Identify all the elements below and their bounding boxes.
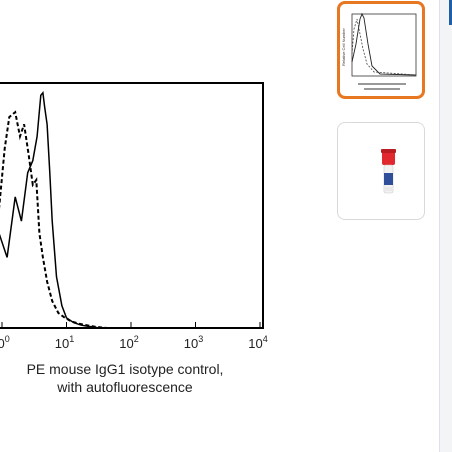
product-vial-image [381,149,396,194]
x-tick-label: 101 [55,334,74,351]
x-tick-label: 103 [184,334,203,351]
thumbnail-scrollbar[interactable] [425,0,439,452]
x-tick-label: 100 [0,334,10,351]
thumbnail-product-vial[interactable] [337,122,425,220]
page-edge-panel [439,0,452,452]
x-axis-label-line2: with autofluorescence [57,379,193,395]
x-tick-label: 104 [248,334,267,351]
x-axis-label: PE mouse IgG1 isotype control, with auto… [0,360,260,396]
thumbnail-histogram[interactable]: Relative Cell Number [337,1,425,99]
x-axis-label-line1: PE mouse IgG1 isotype control, [26,361,224,377]
histogram-chart: 100 101 102 103 104 [0,82,268,351]
x-tick-label: 102 [119,334,138,351]
thumbnail-histogram-image: Relative Cell Number [341,12,417,90]
svg-text:Relative Cell Number: Relative Cell Number [341,28,346,66]
plot-frame [0,82,264,329]
